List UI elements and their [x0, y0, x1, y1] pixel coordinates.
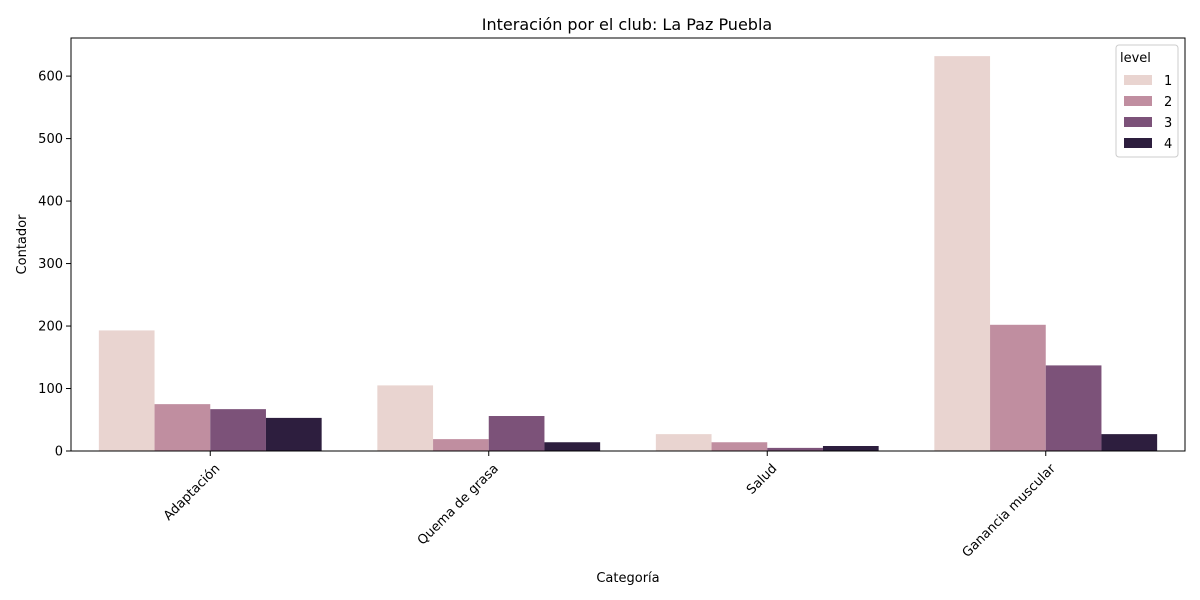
bar-3-0 [210, 409, 266, 451]
bar-1-1 [377, 385, 434, 451]
bar-1-2 [655, 434, 712, 451]
bar-2-3 [990, 324, 1046, 451]
y-tick-label: 100 [38, 382, 63, 397]
x-tick-label: Adaptación [161, 461, 223, 523]
plot-frame [70, 37, 1186, 452]
legend-label-4: 4 [1164, 137, 1172, 152]
bar-1-3 [934, 56, 991, 452]
bar-3-3 [1045, 365, 1102, 451]
y-tick-label: 200 [38, 320, 63, 335]
bar-2-1 [433, 439, 489, 451]
x-axis: Adaptación Quema de grasa Salud Ganancia mu… [161, 451, 1059, 561]
bar-3-2 [767, 447, 823, 451]
y-tick-label: 500 [38, 132, 63, 147]
bar-2-2 [711, 442, 768, 451]
bar-2-0 [154, 404, 211, 451]
y-tick-label: 0 [55, 445, 63, 460]
legend-label-3: 3 [1164, 116, 1172, 131]
y-tick-label: 400 [38, 195, 63, 210]
x-tick-label: Salud [744, 461, 780, 497]
legend: level 1 2 3 4 [1115, 44, 1179, 158]
legend-title: level [1120, 51, 1151, 66]
bar-1-0 [98, 330, 155, 451]
bars-group [98, 56, 1158, 452]
bar-4-3 [1101, 434, 1158, 451]
bar-4-1 [544, 442, 601, 451]
bar-3-1 [488, 416, 545, 451]
chart-title: Interación por el club: La Paz Puebla [482, 15, 772, 34]
legend-label-2: 2 [1164, 95, 1172, 110]
legend-swatch-3 [1124, 117, 1152, 127]
legend-swatch-4 [1124, 138, 1152, 148]
legend-label-1: 1 [1164, 74, 1172, 89]
y-axis-label: Contador [15, 214, 30, 275]
x-axis-label: Categoría [596, 571, 659, 586]
y-tick-label: 600 [38, 70, 63, 85]
y-axis: 0 100 200 300 400 500 600 [38, 70, 71, 460]
x-tick-label: Quema de grasa [415, 461, 502, 548]
x-tick-label: Ganancia muscular [960, 461, 1060, 561]
bar-4-0 [265, 417, 322, 451]
legend-swatch-1 [1124, 75, 1152, 85]
legend-swatch-2 [1124, 96, 1152, 106]
bar-4-2 [822, 446, 879, 451]
y-tick-label: 300 [38, 257, 63, 272]
